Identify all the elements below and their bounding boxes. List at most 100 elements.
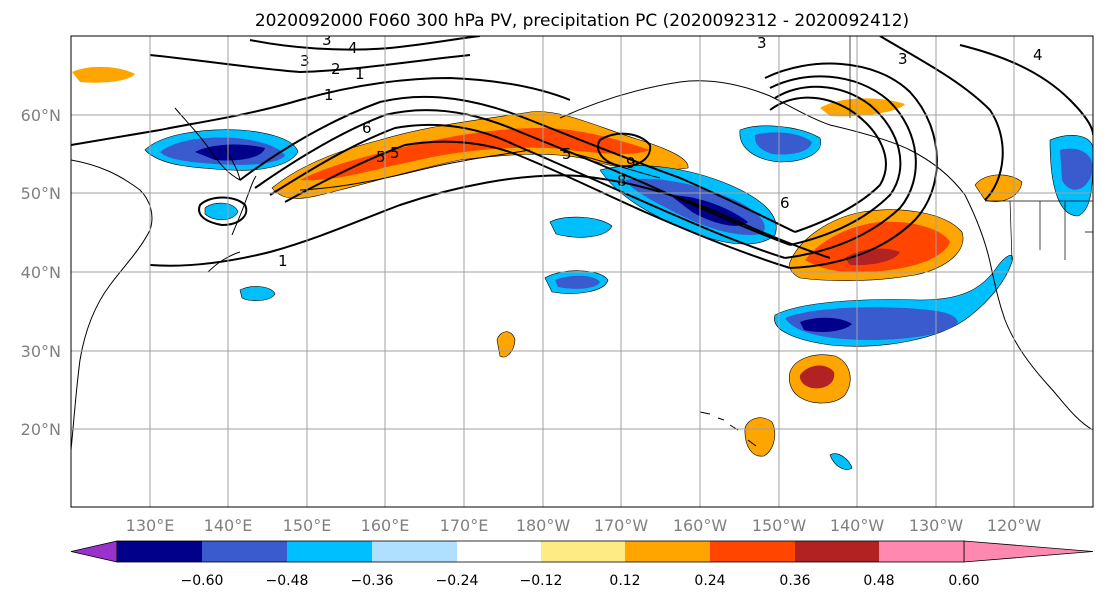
anomaly-region-japan-south-negative <box>239 286 276 301</box>
lon-tick-label: 120°W <box>987 516 1042 535</box>
pv-contour-1-south <box>149 174 831 267</box>
map-title: 2020092000 F060 300 hPa PV, precipitatio… <box>255 11 909 31</box>
contour-label: 4 <box>1033 46 1043 64</box>
border-state-lines <box>1009 200 1093 261</box>
lon-tick-label: 150°W <box>752 516 807 535</box>
anomaly-region-gulf-positive <box>820 98 905 117</box>
anomaly-region-mid-negative <box>549 216 613 238</box>
lat-tick-label: 20°N <box>21 420 61 439</box>
lat-tick-label: 50°N <box>21 184 61 203</box>
anomaly-region-japan-negative <box>204 202 239 221</box>
contour-label: 1 <box>278 252 288 270</box>
colorbar-segment <box>202 541 287 562</box>
colorbar-extend-low <box>70 540 118 563</box>
latitude-labels: 60°N 50°N 40°N 30°N 20°N <box>21 106 61 439</box>
gridlines <box>71 36 1093 507</box>
colorbar-tick-labels: −0.60 −0.48 −0.36 −0.24 −0.12 0.12 0.24 … <box>181 573 980 589</box>
pv-contour-ring-japan <box>198 196 248 227</box>
anomaly-region-hawaii-negative <box>829 453 853 470</box>
lon-tick-label: 130°E <box>126 516 175 535</box>
pv-contour-jet-4 <box>284 140 791 269</box>
pv-contour-jet-1 <box>239 95 796 233</box>
colorbar-tick-label: 0.60 <box>948 573 979 589</box>
lon-tick-label: 140°W <box>830 516 885 535</box>
lon-tick-label: 140°E <box>204 516 253 535</box>
anomaly-region-ne-pacific-core <box>845 248 900 266</box>
contour-label: 3 <box>757 34 767 52</box>
coast-alaska <box>559 80 966 196</box>
colorbar-tick-label: −0.36 <box>351 573 394 589</box>
contour-label: 8 <box>617 172 627 190</box>
pv-contour-2 <box>149 54 471 74</box>
coast-kamchatka <box>174 107 241 181</box>
coast-japan <box>207 175 257 273</box>
colorbar-segment <box>879 541 964 562</box>
colorbar-segment <box>457 541 541 562</box>
pv-contour-3 <box>249 36 481 51</box>
contour-label: 1 <box>324 86 334 104</box>
anomaly-region-subtropical-core <box>799 365 835 389</box>
contour-label: 1 <box>355 65 365 83</box>
lon-tick-label: 150°E <box>283 516 332 535</box>
colorbar-tick-label: 0.48 <box>863 573 894 589</box>
anomaly-region-alaska-moderate <box>754 132 812 155</box>
pv-contour-labels: 3 4 3 2 1 1 6 5 5 5 9 8 6 1 3 3 4 <box>278 31 1043 270</box>
map-panel: 3 4 3 2 1 1 6 5 5 5 9 8 6 1 3 3 4 <box>70 31 1094 508</box>
coast-asia <box>71 159 153 451</box>
pv-contour-1-north <box>71 76 571 146</box>
lon-tick-label: 180°W <box>516 516 571 535</box>
contour-label: 3 <box>898 50 908 68</box>
anomaly-region-hawaii-positive <box>744 417 776 457</box>
lon-tick-label: 160°E <box>361 516 410 535</box>
lat-tick-label: 30°N <box>21 342 61 361</box>
map-frame <box>70 35 1094 508</box>
lon-tick-label: 170°W <box>594 516 649 535</box>
anomaly-region-nw-pacific-strong <box>300 128 650 181</box>
colorbar-segment <box>795 541 879 562</box>
contour-label: 5 <box>390 144 400 162</box>
coast-north-america <box>964 194 1093 431</box>
anomaly-region-subtropical-moderate <box>785 307 958 340</box>
pv-contour-east-1 <box>879 36 1004 201</box>
anomaly-region-subtropical-strong <box>800 317 852 332</box>
colorbar-tick-label: 0.24 <box>694 573 725 589</box>
colorbar-tick-label: −0.12 <box>520 573 563 589</box>
contour-label: 6 <box>362 119 372 137</box>
coastlines <box>71 80 1093 451</box>
pv-contour-trough-1 <box>769 96 887 233</box>
negative-anomaly-regions <box>144 125 1093 470</box>
contour-label: 3 <box>300 52 310 70</box>
colorbar-segment <box>117 541 202 562</box>
anomaly-region-east-moderate <box>1060 148 1093 190</box>
colorbar-tick-label: −0.24 <box>436 573 479 589</box>
colorbar-segment <box>287 541 372 562</box>
political-borders <box>849 36 1093 261</box>
contour-label: 9 <box>626 154 636 172</box>
pv-contour-ring-alaska <box>597 132 652 168</box>
pv-contour-trough-3 <box>769 75 917 259</box>
contour-label: 5 <box>376 148 386 166</box>
pv-contour-jet-2 <box>254 109 791 246</box>
colorbar-segment <box>372 541 457 562</box>
colorbar-segment <box>541 541 625 562</box>
colorbar: −0.60 −0.48 −0.36 −0.24 −0.12 0.12 0.24 … <box>70 540 1094 589</box>
colorbar-frame <box>116 540 965 563</box>
contour-label: 5 <box>562 145 572 163</box>
lon-tick-label: 160°W <box>673 516 728 535</box>
colorbar-tick-label: 0.12 <box>609 573 640 589</box>
contour-label: 4 <box>348 39 358 57</box>
colorbar-segment <box>625 541 710 562</box>
contour-label: 3 <box>322 31 332 49</box>
pv-contour-east-2 <box>959 44 1093 136</box>
contour-label: 2 <box>331 60 341 78</box>
lon-tick-label: 130°W <box>909 516 964 535</box>
lat-tick-label: 60°N <box>21 106 61 125</box>
pv-contours <box>71 36 1093 269</box>
pv-contour-jet-3 <box>269 123 786 259</box>
anomaly-region-bc-coast-positive <box>974 174 1023 202</box>
anomaly-region-pacific-moderate <box>555 275 600 289</box>
pv-contour-trough-2 <box>774 85 902 246</box>
pv-contour-trough-4 <box>764 62 938 269</box>
colorbar-tick-label: −0.60 <box>181 573 224 589</box>
